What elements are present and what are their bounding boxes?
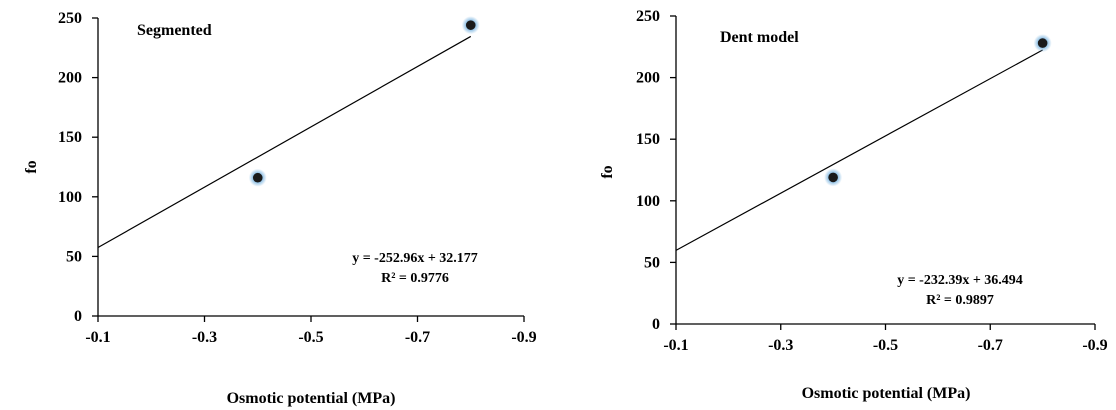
r-squared: R² = 0.9897 — [926, 293, 994, 308]
y-axis-title: fo — [599, 165, 616, 178]
data-point — [248, 168, 267, 187]
regression-equation: y = -232.39x + 36.494 — [897, 273, 1023, 288]
x-tick-label: -0.5 — [298, 329, 323, 346]
y-tick-label: 200 — [636, 70, 660, 87]
y-axis: 0 50 100 150 200 250 — [58, 10, 99, 325]
y-tick-label: 150 — [636, 131, 660, 148]
x-tick-label: -0.1 — [663, 337, 688, 354]
y-tick-label: 250 — [58, 10, 82, 27]
data-point-marker — [1037, 38, 1048, 48]
x-tick-label: -0.9 — [511, 329, 536, 346]
y-axis-title: fo — [23, 160, 40, 173]
x-tick-label: -0.3 — [192, 329, 217, 346]
y-tick-label: 200 — [58, 70, 82, 87]
data-points — [824, 34, 1052, 187]
data-point-marker — [252, 172, 263, 183]
x-tick-label: -0.3 — [768, 337, 793, 354]
y-axis: 0 50 100 150 200 250 — [636, 8, 677, 333]
x-axis: -0.1 -0.3 -0.5 -0.7 -0.9 — [663, 323, 1108, 354]
data-point — [1033, 34, 1052, 53]
x-tick-group: -0.1 -0.3 -0.5 -0.7 -0.9 — [663, 324, 1108, 354]
data-point — [461, 16, 480, 35]
y-tick-group: 0 50 100 150 200 250 — [636, 8, 676, 333]
y-tick-label: 50 — [644, 254, 660, 271]
r-squared: R² = 0.9776 — [381, 271, 449, 286]
data-point-marker — [465, 20, 476, 30]
x-tick-label: -0.7 — [978, 337, 1003, 354]
y-tick-label: 100 — [58, 189, 82, 206]
y-tick-label: 250 — [636, 8, 660, 25]
y-tick-group: 0 50 100 150 200 250 — [58, 10, 98, 325]
trendline — [97, 35, 472, 249]
data-points — [248, 16, 480, 187]
regression-equation: y = -252.96x + 32.177 — [352, 251, 478, 266]
y-tick-label: 150 — [58, 129, 82, 146]
chart-title: Dent model — [720, 29, 799, 46]
trendline — [675, 49, 1043, 251]
y-tick-label: 0 — [74, 308, 82, 325]
chart-title: Segmented — [137, 22, 212, 39]
data-point-marker — [828, 172, 838, 183]
x-axis: -0.1 -0.3 -0.5 -0.7 -0.9 — [85, 315, 537, 346]
x-tick-label: -0.9 — [1082, 337, 1107, 354]
x-tick-label: -0.7 — [405, 329, 430, 346]
y-tick-label: 50 — [66, 248, 82, 265]
x-axis-title: Osmotic potential (MPa) — [227, 390, 396, 407]
x-tick-label: -0.1 — [85, 329, 110, 346]
data-point — [824, 168, 843, 187]
x-tick-group: -0.1 -0.3 -0.5 -0.7 -0.9 — [85, 316, 537, 346]
x-tick-label: -0.5 — [873, 337, 898, 354]
x-axis-title: Osmotic potential (MPa) — [802, 385, 971, 402]
y-tick-label: 0 — [652, 316, 660, 333]
y-tick-label: 100 — [636, 193, 660, 210]
